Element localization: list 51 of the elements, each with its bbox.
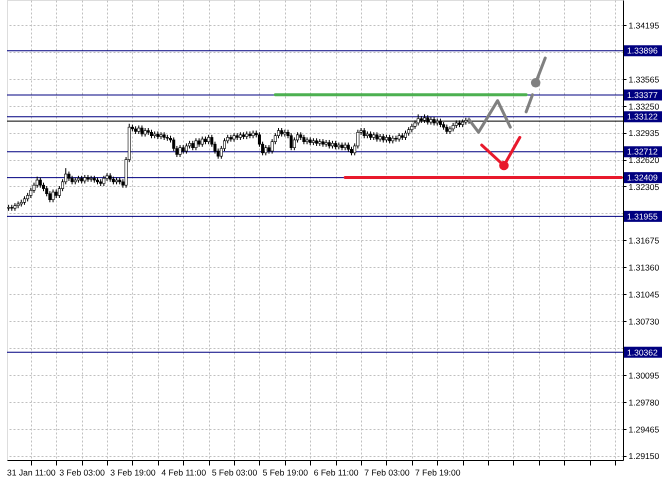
candlestick [194,138,198,151]
ref-line-label: 1.30362 [627,347,658,358]
y-tick-label: 1.29780 [628,397,660,408]
candlestick [191,140,194,151]
line-series [468,99,512,134]
x-tick-label: 4 Feb 11:00 [161,468,206,478]
candlestick [207,134,210,145]
y-tick-label: 1.32935 [628,128,660,138]
candlestick [102,175,106,187]
x-tick-label: 7 Feb 03:00 [364,468,410,478]
y-tick-label: 1.33565 [628,74,660,84]
candlestick [290,132,293,151]
y-tick-label: 1.31360 [628,262,660,273]
y-tick-label: 1.30730 [628,316,660,326]
candlestick [302,134,306,145]
x-tick-label: 7 Feb 19:00 [415,468,461,478]
x-tick-label: 6 Feb 11:00 [314,468,359,478]
y-tick-label: 1.31675 [628,236,660,246]
ref-line-label: 1.33377 [627,90,658,100]
y-tick-label: 1.33250 [628,101,660,112]
candlestick [404,130,407,140]
y-tick-label: 1.29150 [628,451,660,462]
candlestick [52,188,55,203]
ref-line-label: 1.33122 [627,112,658,122]
y-tick-label: 1.32305 [628,182,660,192]
candlestick [200,136,204,148]
y-tick-label: 1.29465 [628,424,660,434]
ref-line-label: 1.31955 [627,211,658,222]
y-tick-label: 1.31045 [628,290,660,300]
x-tick-label: 31 Jan 11:00 [7,468,56,478]
candlestick [292,136,296,151]
y-tick-label: 1.34195 [628,20,660,31]
candlestick [178,144,182,158]
candlestick [362,128,366,139]
candlestick [38,177,42,188]
x-tick-label: 3 Feb 03:00 [59,468,106,478]
ref-line-label: 1.33896 [627,46,658,56]
candlestick [445,124,448,134]
ref-line-label: 1.32409 [627,172,658,183]
candlestick [140,124,144,138]
x-tick-label: 3 Feb 19:00 [110,468,156,478]
x-tick-label: 5 Feb 03:00 [212,468,258,478]
candlestick [375,132,378,142]
candlestick [184,142,188,154]
y-tick-label: 1.32620 [628,155,660,166]
candlestick [346,142,350,152]
candlestick [67,171,70,182]
ref-line-label: 1.32712 [627,146,658,157]
x-tick-label: 5 Feb 19:00 [262,468,308,478]
y-tick-label: 1.30095 [628,370,660,381]
candlestick [264,144,268,156]
